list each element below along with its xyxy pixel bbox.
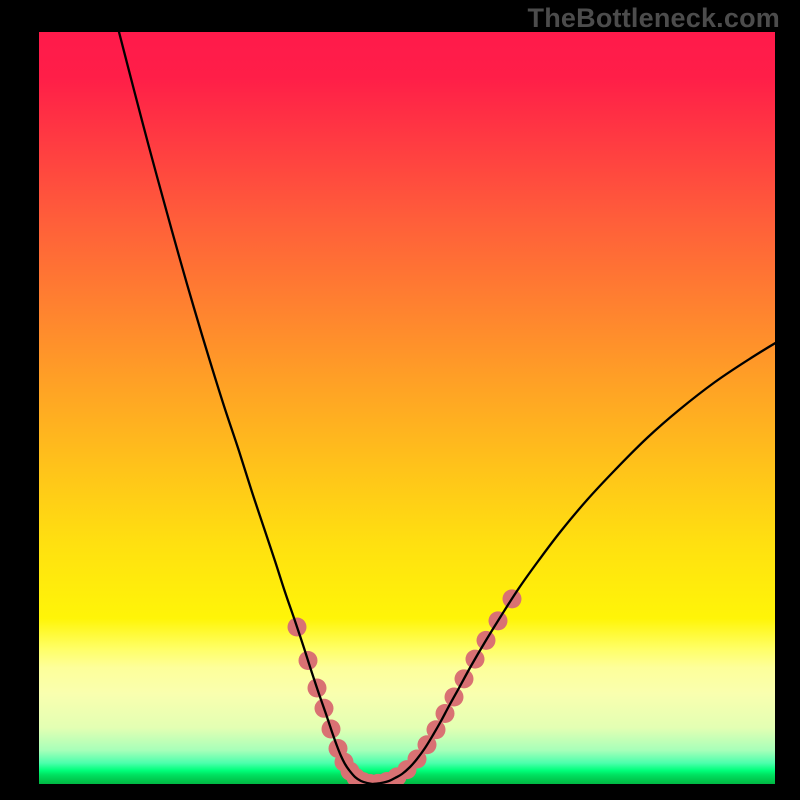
watermark-text: TheBottleneck.com (528, 3, 780, 34)
curve-dots-group (288, 589, 522, 793)
chart-svg (0, 0, 800, 800)
curve-left (119, 32, 373, 784)
